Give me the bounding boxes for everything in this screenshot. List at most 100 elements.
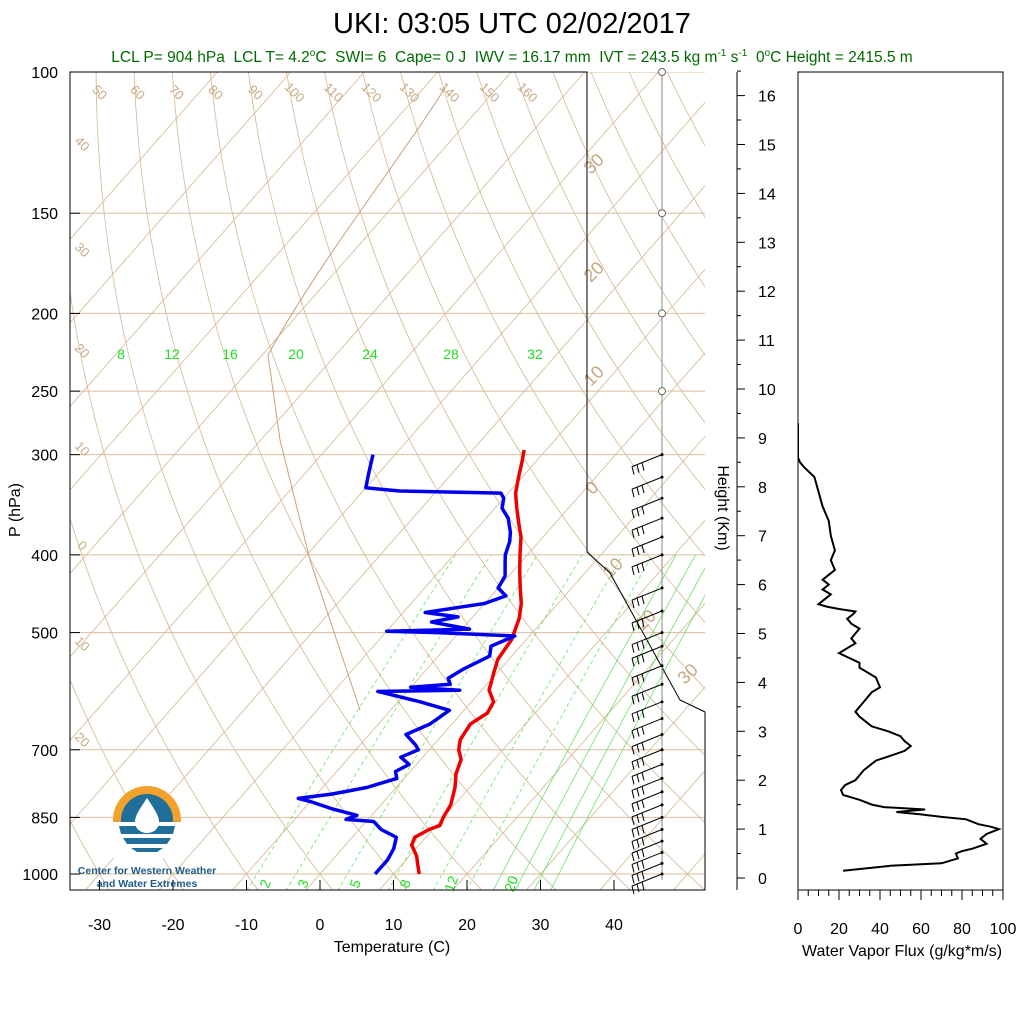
wind-barb-icon — [631, 776, 664, 799]
barb-feather — [641, 786, 645, 795]
flux-tick-label: 100 — [990, 921, 1017, 938]
isotherm-line — [70, 72, 365, 408]
barb-feather — [636, 656, 640, 665]
wind-barb-icon — [631, 700, 664, 722]
barb-shaft — [631, 454, 663, 468]
barb-dot — [660, 664, 664, 668]
barb-feather — [631, 853, 635, 862]
isotherm-line — [70, 72, 218, 241]
isotherm-line — [70, 72, 659, 742]
barb-feather — [631, 761, 635, 770]
mixing-ratio-label: 28 — [443, 346, 459, 362]
dry-adiabat-line — [70, 678, 185, 890]
barb-feather — [641, 595, 645, 605]
isotherm-line — [525, 686, 705, 890]
wind-barb-icon — [631, 827, 664, 850]
wind-barb-icon — [631, 815, 664, 838]
barb-feather — [636, 546, 640, 556]
y-tick-label: 1000 — [22, 867, 58, 884]
barb-shaft — [631, 777, 663, 791]
skewt-labels: -30 -20 -10 0 10 20 30 40 Temperature (C) 100 150 2… — [7, 65, 702, 956]
calm-circle-icon — [658, 68, 666, 76]
dry-adiabat-line — [70, 287, 333, 890]
dry-adiabat-label: 120 — [359, 79, 385, 105]
isotherm-line — [599, 769, 705, 890]
isotherm-line — [70, 101, 705, 825]
height-tick-label: 0 — [758, 871, 767, 888]
barb-feather — [641, 799, 645, 809]
dry-adiabat-line — [514, 72, 705, 424]
dry-adiabat-line — [704, 72, 705, 73]
skewt-notch — [587, 72, 705, 890]
wind-barb-icon — [631, 803, 664, 825]
x-tick-label: -10 — [235, 917, 258, 934]
subtitle-ivt: IVT = 243.5 kg m-1 s-1 — [599, 48, 748, 67]
barb-feather — [641, 618, 645, 628]
barb-dot — [660, 850, 664, 854]
wind-barb-icon — [631, 609, 664, 632]
barb-feather — [631, 803, 635, 813]
height-tick-label: 13 — [758, 235, 776, 252]
dry-adiabat-label: 70 — [166, 82, 187, 103]
flux-frame — [797, 71, 1004, 891]
subtitle-lcl-t: LCL T= 4.2oC — [233, 48, 327, 67]
subtitle-lcl-p: LCL P= 904 hPa — [111, 49, 225, 67]
wind-barb-icon — [631, 790, 664, 813]
y-tick-label: 100 — [31, 65, 58, 82]
y-tick-label: 850 — [31, 810, 58, 827]
barb-feather — [641, 772, 645, 781]
dry-adiabat-line — [476, 72, 705, 491]
right-side-label: 20 — [580, 258, 608, 286]
wind-barb-icon — [631, 644, 664, 667]
barb-feather — [636, 862, 640, 871]
wind-barb-icon — [631, 631, 664, 653]
parcel-line — [267, 87, 446, 711]
barb-feather — [631, 696, 635, 705]
barb-feather — [641, 462, 645, 471]
barb-feather — [641, 871, 645, 880]
x-tick-label: 40 — [605, 917, 623, 934]
barb-shaft — [631, 816, 663, 830]
barb-dot — [660, 535, 664, 539]
dewpoint-line — [296, 454, 517, 876]
mixing-ratio-line — [246, 554, 456, 890]
flux-tick-label: 0 — [794, 921, 803, 938]
barb-feather — [636, 728, 640, 737]
mixing-ratio-line — [466, 554, 653, 890]
wind-barb-icon — [631, 453, 664, 475]
cw3e-logo: Center for Western Weather and Water Ext… — [78, 786, 216, 890]
barb-dot — [660, 609, 664, 613]
mixing-ratio-line — [550, 594, 705, 890]
height-tick-label: 1 — [758, 822, 767, 839]
mixing-ratio-label: 20 — [288, 346, 304, 362]
dry-adiabat-line — [400, 72, 705, 623]
barb-shaft — [631, 587, 663, 601]
barb-feather — [641, 506, 645, 515]
barb-feather — [641, 881, 645, 891]
barb-feather — [641, 849, 645, 858]
barb-shaft — [631, 476, 663, 490]
barb-feather — [636, 642, 640, 651]
barb-dot — [660, 861, 664, 865]
mixing-ratio-bottom-label: 2 — [256, 877, 274, 890]
isotherm-line — [84, 185, 705, 890]
dry-adiabat-line — [70, 516, 259, 890]
wind-barbs — [631, 68, 666, 895]
barb-feather — [636, 774, 640, 783]
dry-adiabat-line — [70, 819, 110, 890]
skewt-grid — [70, 72, 705, 890]
barb-feather — [631, 622, 635, 632]
left-dry-label: 40 — [72, 133, 93, 154]
flux-panel: 0 20 40 60 80 100 Water Vapor Flux (g/kg*m/s) — [794, 71, 1017, 960]
wind-barb-icon — [631, 664, 664, 686]
barb-feather — [631, 530, 635, 539]
mixing-ratio-bottom-label: 20 — [501, 873, 521, 893]
barb-shaft — [631, 718, 663, 732]
subtitle-swi: SWI= 6 — [335, 49, 387, 67]
barb-feather — [636, 487, 640, 496]
height-tick-label: 5 — [758, 627, 767, 644]
skewt-plot-frame — [69, 71, 706, 891]
mixing-ratio-bottom-label: 8 — [396, 877, 414, 890]
barb-dot — [660, 748, 664, 752]
wind-barb-icon — [631, 733, 664, 755]
